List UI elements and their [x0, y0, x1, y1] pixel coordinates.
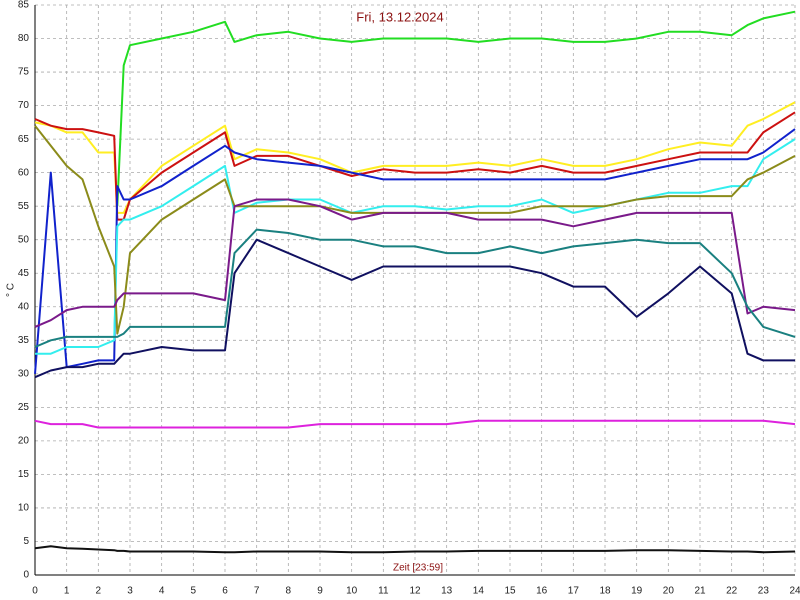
y-tick-label: 25: [18, 402, 30, 413]
x-tick-label: 9: [317, 586, 323, 597]
x-tick-label: 24: [789, 586, 800, 597]
series-line: [34, 545, 796, 554]
y-tick-label: 35: [18, 335, 30, 346]
series-line: [35, 138, 796, 355]
y-tick-label: 10: [18, 503, 30, 514]
y-tick-label: 20: [18, 436, 30, 447]
x-tick-label: 22: [726, 586, 738, 597]
x-tick-label: 4: [159, 586, 165, 597]
series-line: [34, 238, 795, 379]
x-tick-label: 8: [286, 586, 292, 597]
x-tick-label: 14: [473, 586, 485, 597]
x-tick-label: 0: [32, 586, 38, 597]
x-tick-label: 15: [504, 586, 516, 597]
y-tick-label: 65: [18, 134, 30, 145]
x-tick-label: 10: [346, 586, 358, 597]
x-tick-label: 12: [409, 586, 421, 597]
series-line: [116, 10, 796, 207]
y-tick-label: 85: [18, 0, 30, 11]
x-tick-label: 5: [191, 586, 197, 597]
y-tick-label: 60: [18, 167, 30, 178]
y-tick-label: 0: [23, 570, 29, 581]
y-tick-label: 40: [18, 301, 30, 312]
x-tick-label: 16: [536, 586, 548, 597]
x-tick-label: 17: [568, 586, 580, 597]
x-tick-label: 2: [96, 586, 102, 597]
y-tick-label: 75: [18, 67, 30, 78]
chart-title: Fri, 13.12.2024: [356, 9, 443, 24]
x-tick-label: 13: [441, 586, 453, 597]
y-tick-label: 5: [23, 536, 29, 547]
y-tick-label: 50: [18, 234, 30, 245]
x-tick-label: 1: [64, 586, 70, 597]
x-tick-label: 19: [631, 586, 643, 597]
x-tick-label: 6: [222, 586, 228, 597]
y-axis-label: ° C: [6, 283, 17, 297]
y-tick-label: 15: [18, 469, 30, 480]
y-tick-label: 70: [18, 100, 30, 111]
x-tick-label: 18: [599, 586, 611, 597]
series-line: [34, 228, 796, 348]
y-tick-label: 80: [18, 33, 30, 44]
series-line: [34, 419, 796, 429]
series-line: [34, 111, 796, 221]
series-line: [34, 125, 796, 335]
x-axis-label: Zeit [23:59]: [393, 563, 443, 574]
y-tick-label: 30: [18, 368, 30, 379]
x-tick-label: 7: [254, 586, 260, 597]
x-tick-label: 20: [663, 586, 675, 597]
x-tick-label: 23: [758, 586, 770, 597]
series-line: [34, 198, 796, 328]
x-tick-label: 3: [127, 586, 133, 597]
y-tick-label: 55: [18, 201, 30, 212]
x-tick-label: 21: [694, 586, 706, 597]
y-tick-label: 45: [18, 268, 30, 279]
x-tick-label: 11: [378, 586, 389, 597]
